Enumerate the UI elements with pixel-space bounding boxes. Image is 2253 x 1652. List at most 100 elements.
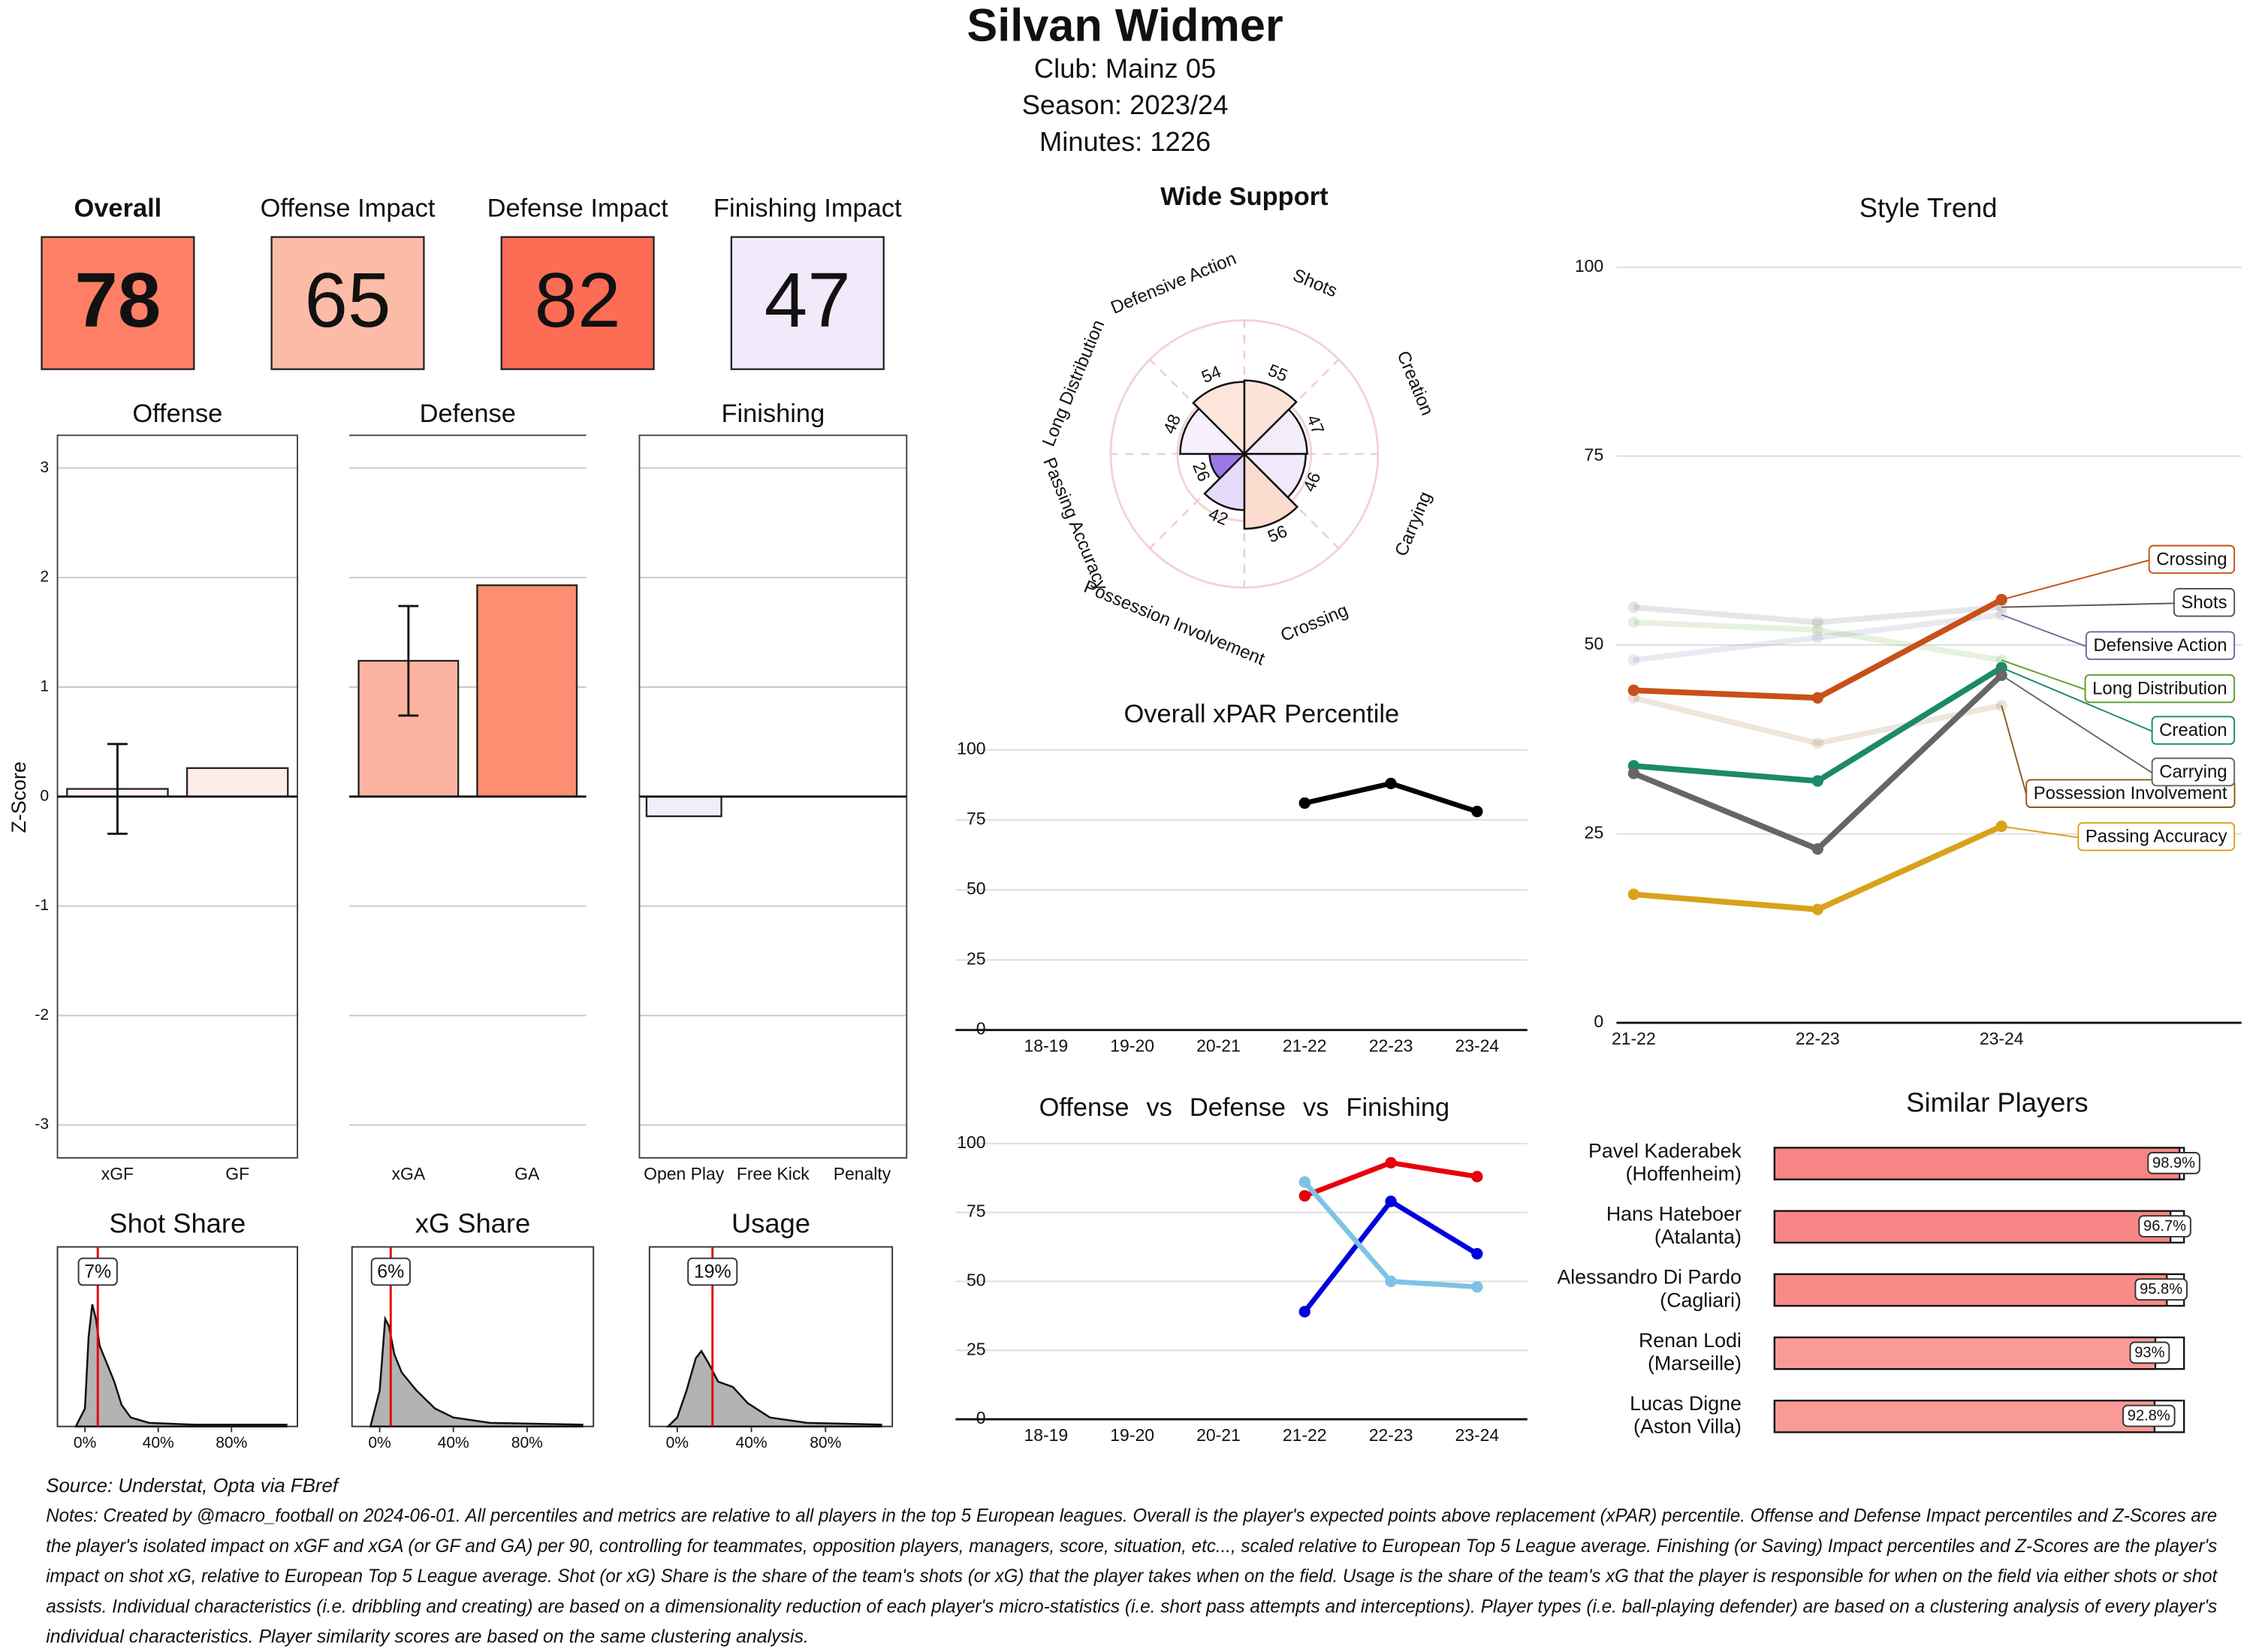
x-tick-label: 80% bbox=[511, 1434, 543, 1452]
title-separator: vs bbox=[1303, 1093, 1329, 1122]
series-point bbox=[1811, 616, 1823, 629]
axis-label: Possession Involvement bbox=[1081, 577, 1268, 670]
radar-wedge bbox=[1243, 379, 1298, 457]
x-tick-label: 22-23 bbox=[1796, 1029, 1840, 1048]
legend-entry: Crossing bbox=[2156, 549, 2227, 569]
y-tick-label: -3 bbox=[35, 1116, 49, 1133]
series-point bbox=[1627, 601, 1640, 613]
x-tick-label: 19-20 bbox=[1110, 1036, 1154, 1056]
error-bar bbox=[107, 743, 128, 835]
series-line bbox=[1302, 1198, 1479, 1313]
axis-label: Creation bbox=[1392, 348, 1437, 418]
x-tick-label: Free Kick bbox=[737, 1164, 810, 1183]
series-point bbox=[1811, 632, 1823, 644]
subtitle-line: Club: Mainz 05 bbox=[1034, 53, 1216, 83]
x-tick-label: Open Play bbox=[644, 1164, 725, 1183]
y-tick-label: 100 bbox=[1575, 256, 1603, 276]
legend-connector bbox=[2001, 667, 2152, 732]
legend-entry: Long Distribution bbox=[2092, 679, 2227, 699]
axis-label: Passing Accuracy bbox=[1039, 454, 1111, 593]
x-tick-label: 21-22 bbox=[1283, 1036, 1327, 1056]
legend-connector bbox=[2001, 602, 2174, 608]
y-tick-label: 0 bbox=[976, 1019, 986, 1039]
series-point bbox=[1811, 903, 1823, 915]
radar-wedge bbox=[1203, 451, 1246, 511]
notes-line: Notes: Created by @macro_football on 202… bbox=[46, 1506, 2217, 1527]
tile bbox=[41, 236, 195, 370]
tile bbox=[500, 236, 655, 370]
player-club: (Cagliari) bbox=[1660, 1289, 1742, 1311]
radar-wedge bbox=[1179, 407, 1247, 455]
radar-wedge bbox=[1243, 451, 1299, 530]
series-point bbox=[1471, 806, 1483, 818]
series-point bbox=[1471, 1248, 1483, 1260]
x-tick-label: 80% bbox=[216, 1434, 247, 1452]
y-tick-label: -1 bbox=[35, 897, 49, 914]
legend-entry: Carrying bbox=[2159, 762, 2227, 782]
value-label: 96.7% bbox=[2143, 1218, 2186, 1234]
tile-label: Overall bbox=[74, 194, 162, 222]
axis-label: Defensive Action bbox=[1108, 249, 1239, 318]
label-box bbox=[2085, 631, 2236, 660]
series-point bbox=[1627, 888, 1640, 900]
chart-title: Style Trend bbox=[1859, 192, 1998, 223]
label-box bbox=[687, 1257, 738, 1286]
series-line bbox=[1633, 695, 2002, 746]
tile-value: 78 bbox=[74, 256, 161, 343]
x-tick-label: 19-20 bbox=[1110, 1425, 1154, 1445]
label-box bbox=[2134, 1278, 2188, 1301]
bar bbox=[476, 584, 578, 797]
facet-title: Offense bbox=[132, 399, 222, 428]
value-label: 93% bbox=[2134, 1344, 2164, 1361]
y-tick-label: -2 bbox=[35, 1006, 49, 1023]
y-axis-label: Z-Score bbox=[8, 761, 30, 833]
y-tick-label: 75 bbox=[967, 1201, 986, 1221]
series-point bbox=[1298, 1306, 1310, 1318]
series-point bbox=[1627, 654, 1640, 666]
y-tick-label: 25 bbox=[967, 948, 986, 968]
notes-line: individual characteristics. Player simil… bbox=[46, 1626, 809, 1647]
y-tick-label: 0 bbox=[40, 787, 49, 804]
density-area bbox=[369, 1315, 584, 1427]
error-bar bbox=[398, 604, 419, 717]
bar bbox=[1773, 1210, 2172, 1244]
label-box bbox=[2148, 544, 2236, 574]
y-tick-label: 0 bbox=[1594, 1011, 1603, 1031]
label-box bbox=[370, 1257, 411, 1286]
legend-entry: Finishing bbox=[1346, 1093, 1449, 1122]
x-tick-label: GA bbox=[514, 1164, 540, 1183]
legend-entry: Passing Accuracy bbox=[2086, 827, 2227, 847]
x-tick-label: GF bbox=[225, 1164, 249, 1183]
y-tick-label: 75 bbox=[1585, 445, 1604, 464]
series-point bbox=[1627, 767, 1640, 779]
series-point bbox=[1811, 843, 1823, 855]
bar bbox=[1773, 1336, 2157, 1370]
bar bbox=[1773, 1273, 2168, 1307]
player-name: Hans Hateboer bbox=[1606, 1203, 1742, 1225]
player-name: Pavel Kaderabek bbox=[1588, 1139, 1742, 1162]
player-club: (Hoffenheim) bbox=[1626, 1162, 1742, 1185]
legend-entry: Defensive Action bbox=[2093, 635, 2227, 656]
y-tick-label: 50 bbox=[1585, 634, 1604, 653]
notes-line: impact on shot xG, relative to European … bbox=[46, 1566, 2218, 1587]
series-point bbox=[1811, 692, 1823, 704]
tile-label: Finishing Impact bbox=[713, 194, 902, 222]
bar bbox=[357, 659, 460, 797]
subtitle-line: Season: 2023/24 bbox=[1022, 89, 1229, 120]
player-club: (Marseille) bbox=[1648, 1352, 1742, 1374]
series-point bbox=[1298, 1176, 1310, 1188]
x-tick-label: 21-22 bbox=[1612, 1029, 1656, 1048]
value-label: 98.9% bbox=[2152, 1155, 2195, 1171]
series-point bbox=[1385, 777, 1397, 790]
legend-entry: Creation bbox=[2159, 720, 2227, 740]
x-tick-label: 22-23 bbox=[1369, 1036, 1413, 1056]
value-label: 95.8% bbox=[2140, 1281, 2182, 1298]
x-tick-label: 0% bbox=[666, 1434, 689, 1452]
label-box bbox=[77, 1257, 118, 1286]
y-tick-label: 50 bbox=[967, 1270, 986, 1289]
bar bbox=[1773, 1147, 2181, 1180]
chart-title: Overall xPAR Percentile bbox=[1124, 700, 1400, 728]
series-line bbox=[1633, 611, 2002, 663]
label-box bbox=[2122, 1404, 2176, 1427]
